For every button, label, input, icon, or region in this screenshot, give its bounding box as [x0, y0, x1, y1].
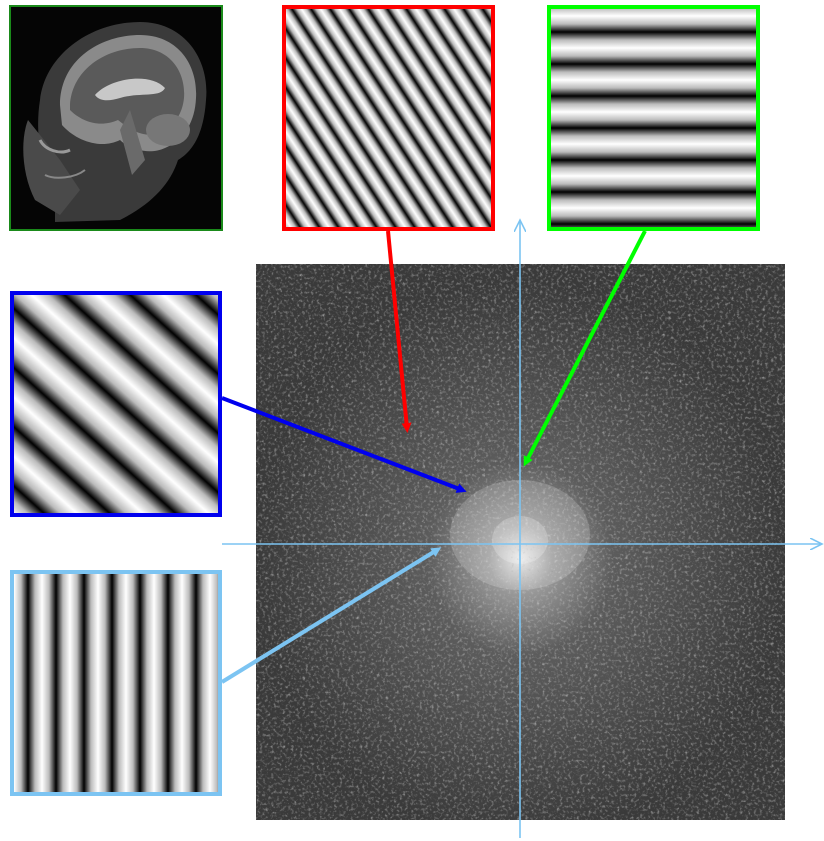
mapping-arrows — [220, 230, 647, 684]
basis-image-horizontal — [547, 5, 760, 231]
basis-image-diagonal-coarse — [10, 291, 222, 517]
arrow-blue — [221, 396, 467, 493]
basis-image-diagonal-fine — [282, 5, 495, 231]
mri-image — [9, 5, 223, 231]
frequency-axes — [222, 220, 822, 838]
arrow-red — [386, 230, 412, 433]
arrow-green — [523, 230, 647, 467]
arrow-lightblue — [220, 547, 442, 684]
basis-image-vertical — [10, 570, 222, 796]
